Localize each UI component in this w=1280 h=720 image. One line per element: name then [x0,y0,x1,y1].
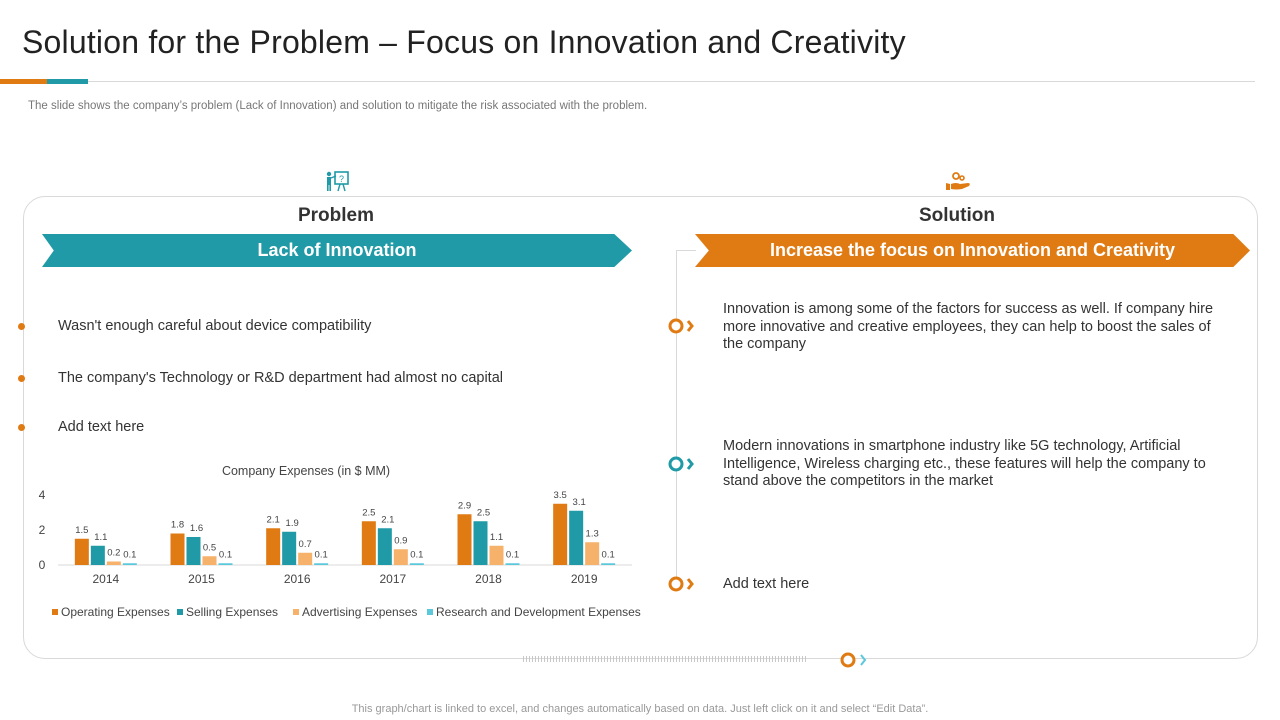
legend-label: Operating Expenses [61,605,170,619]
bar-data-label: 2.5 [362,507,375,518]
bar-data-label: 0.7 [299,539,312,550]
bar-research-and-development-expenses [505,563,520,565]
solution-marker-icon [668,318,694,334]
y-tick-label: 2 [39,523,46,537]
y-tick-label: 0 [39,558,46,572]
slide-scrollbar[interactable] [523,656,806,662]
bar-research-and-development-expenses [314,563,329,565]
bar-data-label: 1.6 [190,523,203,534]
bar-operating-expenses [74,538,89,565]
bar-selling-expenses [569,510,584,565]
bar-data-label: 0.1 [123,549,136,560]
hand-gears-icon [946,172,970,190]
x-tick-label: 2017 [379,572,406,586]
bar-data-label: 2.5 [477,507,490,518]
presentation-question-icon: ? [326,171,349,192]
bar-operating-expenses [361,521,376,565]
solution-point-3: Add text here [723,576,810,592]
bar-data-label: 1.5 [75,525,88,536]
bullet-dot [18,323,25,330]
x-tick-label: 2014 [92,572,119,586]
timeline-connector [676,250,696,251]
footer-note: This graph/chart is linked to excel, and… [351,703,929,715]
bar-selling-expenses [473,521,488,565]
bar-advertising-expenses [202,556,217,565]
title-accent-teal [47,79,88,84]
bar-data-label: 0.1 [506,549,519,560]
solution-banner-label: Increase the focus on Innovation and Cre… [769,240,1176,260]
bullet-dot [18,424,25,431]
bar-advertising-expenses [106,561,121,565]
title-accent-orange [0,79,47,84]
bar-data-label: 3.5 [554,490,567,501]
bar-advertising-expenses [298,552,313,565]
problem-bullet-3: Add text here [58,419,145,435]
legend-label: Selling Expenses [186,605,278,619]
solution-marker-icon [668,456,694,472]
chart-title: Company Expenses (in $ MM) [222,464,390,478]
bar-advertising-expenses [393,549,408,565]
legend-label: Research and Development Expenses [436,605,641,619]
bar-data-label: 0.5 [203,542,216,553]
bar-operating-expenses [170,533,185,565]
bar-data-label: 0.9 [394,535,407,546]
bullet-dot [18,375,25,382]
bar-data-label: 1.1 [94,532,107,543]
solution-banner: Increase the focus on Innovation and Cre… [695,234,1250,267]
bar-research-and-development-expenses [218,563,233,565]
y-tick-label: 4 [39,488,46,502]
solution-marker-icon [668,576,694,592]
bar-selling-expenses [186,537,201,565]
bar-operating-expenses [457,514,472,565]
bar-data-label: 0.1 [219,549,232,560]
bar-data-label: 0.1 [602,549,615,560]
solution-timeline [676,250,677,585]
bar-operating-expenses [553,503,568,565]
bar-data-label: 2.1 [381,514,394,525]
bar-data-label: 0.1 [315,549,328,560]
legend-swatch [52,609,58,615]
bar-research-and-development-expenses [122,563,137,565]
subtitle: The slide shows the company’s problem (L… [28,100,648,112]
bar-data-label: 3.1 [573,497,586,508]
bar-data-label: 1.3 [586,528,599,539]
bar-data-label: 0.2 [107,548,120,559]
bar-advertising-expenses [585,542,600,565]
x-tick-label: 2019 [571,572,598,586]
svg-text:?: ? [339,174,344,184]
solution-point-1: Innovation is among some of the factors … [723,301,1214,352]
bar-selling-expenses [90,545,105,565]
bar-data-label: 0.1 [410,549,423,560]
bar-research-and-development-expenses [409,563,424,565]
bar-data-label: 2.9 [458,500,471,511]
legend-swatch [427,609,433,615]
x-tick-label: 2018 [475,572,502,586]
title-divider [0,81,1255,82]
legend-label: Advertising Expenses [302,605,417,619]
problem-banner-label: Lack of Innovation [257,240,417,260]
problem-banner: Lack of Innovation [42,234,632,267]
x-tick-label: 2015 [188,572,215,586]
bar-data-label: 2.1 [267,514,280,525]
problem-bullet-1: Wasn't enough careful about device compa… [58,318,372,334]
bar-data-label: 1.8 [171,520,184,531]
legend-swatch [177,609,183,615]
x-tick-label: 2016 [284,572,311,586]
bar-advertising-expenses [489,545,504,565]
bar-selling-expenses [377,528,392,565]
bar-data-label: 1.1 [490,532,503,543]
problem-heading: Problem [297,205,375,226]
solution-point-2: Modern innovations in smartphone industr… [723,438,1206,489]
problem-bullet-2: The company's Technology or R&D departme… [58,370,503,386]
bar-research-and-development-expenses [601,563,616,565]
bar-selling-expenses [282,531,297,565]
panel-bottom-marker-icon [840,652,867,668]
solution-heading: Solution [919,205,995,226]
page-title: Solution for the Problem – Focus on Inno… [22,24,906,60]
bar-operating-expenses [266,528,281,565]
bar-data-label: 1.9 [286,518,299,529]
legend-swatch [293,609,299,615]
